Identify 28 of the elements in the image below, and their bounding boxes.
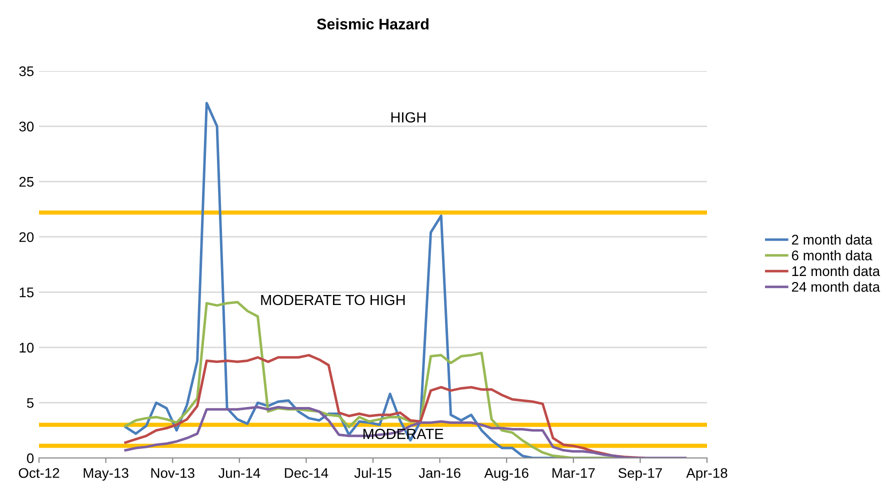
chart-title: Seismic Hazard xyxy=(316,18,428,30)
x-tick-label: Mar-17 xyxy=(552,468,595,478)
y-tick-label: 0 xyxy=(26,453,34,464)
y-tick-label: 20 xyxy=(19,232,34,242)
line-series xyxy=(124,406,687,458)
legend-label: 24 month data xyxy=(792,282,880,292)
y-tick-label: 5 xyxy=(26,398,34,408)
x-tick-label: Jul-15 xyxy=(354,468,392,478)
y-tick-label: 10 xyxy=(20,342,34,353)
x-tick-label: Jan-16 xyxy=(418,468,460,478)
y-tick-label: 15 xyxy=(20,288,34,298)
x-tick-label: Dec-14 xyxy=(284,468,328,478)
x-tick-label: Apr-18 xyxy=(686,468,728,481)
x-tick-label: Oct-12 xyxy=(18,468,60,478)
x-tick-label: Sep-17 xyxy=(618,468,662,481)
y-tick-label: 35 xyxy=(19,66,34,76)
x-tick-label: Nov-13 xyxy=(151,468,194,478)
x-tick-label: Aug-16 xyxy=(484,468,528,481)
legend-label: 2 month data xyxy=(792,234,872,245)
line-series xyxy=(124,354,646,458)
x-tick-label: Jun-14 xyxy=(218,468,260,478)
y-tick-label: 30 xyxy=(19,122,34,132)
annotation: HIGH xyxy=(391,112,426,123)
annotation: MODERATE TO HIGH xyxy=(261,294,405,306)
legend-label: 6 month data xyxy=(792,250,872,260)
x-tick-label: May-13 xyxy=(84,468,128,481)
legend-label: 12 month data xyxy=(792,266,880,276)
y-tick-label: 25 xyxy=(19,176,34,187)
